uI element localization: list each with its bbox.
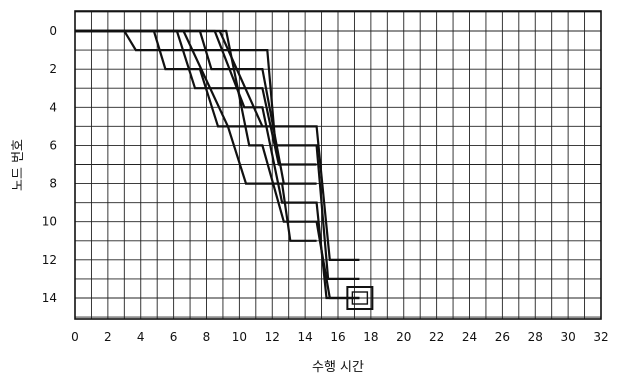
y-tick-label: 8 [49,177,57,191]
x-tick-label: 10 [232,330,247,344]
x-tick-label: 22 [429,330,444,344]
highlight-square-inner [351,291,369,305]
y-tick-label: 6 [49,138,57,152]
x-tick-label: 0 [71,330,79,344]
y-tick-labels: 0 2 4 6 8 10 12 14 [42,24,57,305]
x-tick-label: 4 [137,330,145,344]
y-tick-label: 10 [42,215,57,229]
y-tick-label: 0 [49,24,57,38]
x-tick-label: 30 [560,330,575,344]
x-tick-label: 32 [593,330,608,344]
plot-frame [74,10,602,320]
y-tick-label: 14 [42,291,57,305]
x-tick-labels: 0 2 4 6 8 10 12 14 16 18 20 22 24 26 28 30 32 [71,330,608,344]
x-tick-label: 20 [396,330,411,344]
x-tick-label: 28 [528,330,543,344]
x-axis-title: 수행 시간 [312,359,364,375]
series-line-8 [75,29,360,300]
x-tick-label: 16 [330,330,345,344]
y-tick-label: 4 [49,100,57,114]
series-line-2 [75,29,360,280]
x-tick-label: 8 [203,330,211,344]
y-axis-title: 노드 번호 [11,139,26,191]
series-group [75,29,360,300]
annotation-group [346,286,374,310]
grid [74,11,602,319]
y-tick-label: 2 [49,62,57,76]
x-tick-label: 26 [495,330,510,344]
y-tick-label: 12 [42,253,57,267]
x-tick-label: 2 [104,330,112,344]
x-tick-label: 12 [265,330,280,344]
x-tick-label: 24 [462,330,477,344]
x-tick-label: 18 [363,330,378,344]
x-tick-label: 6 [170,330,178,344]
highlight-square [346,286,374,310]
x-tick-label: 14 [297,330,312,344]
